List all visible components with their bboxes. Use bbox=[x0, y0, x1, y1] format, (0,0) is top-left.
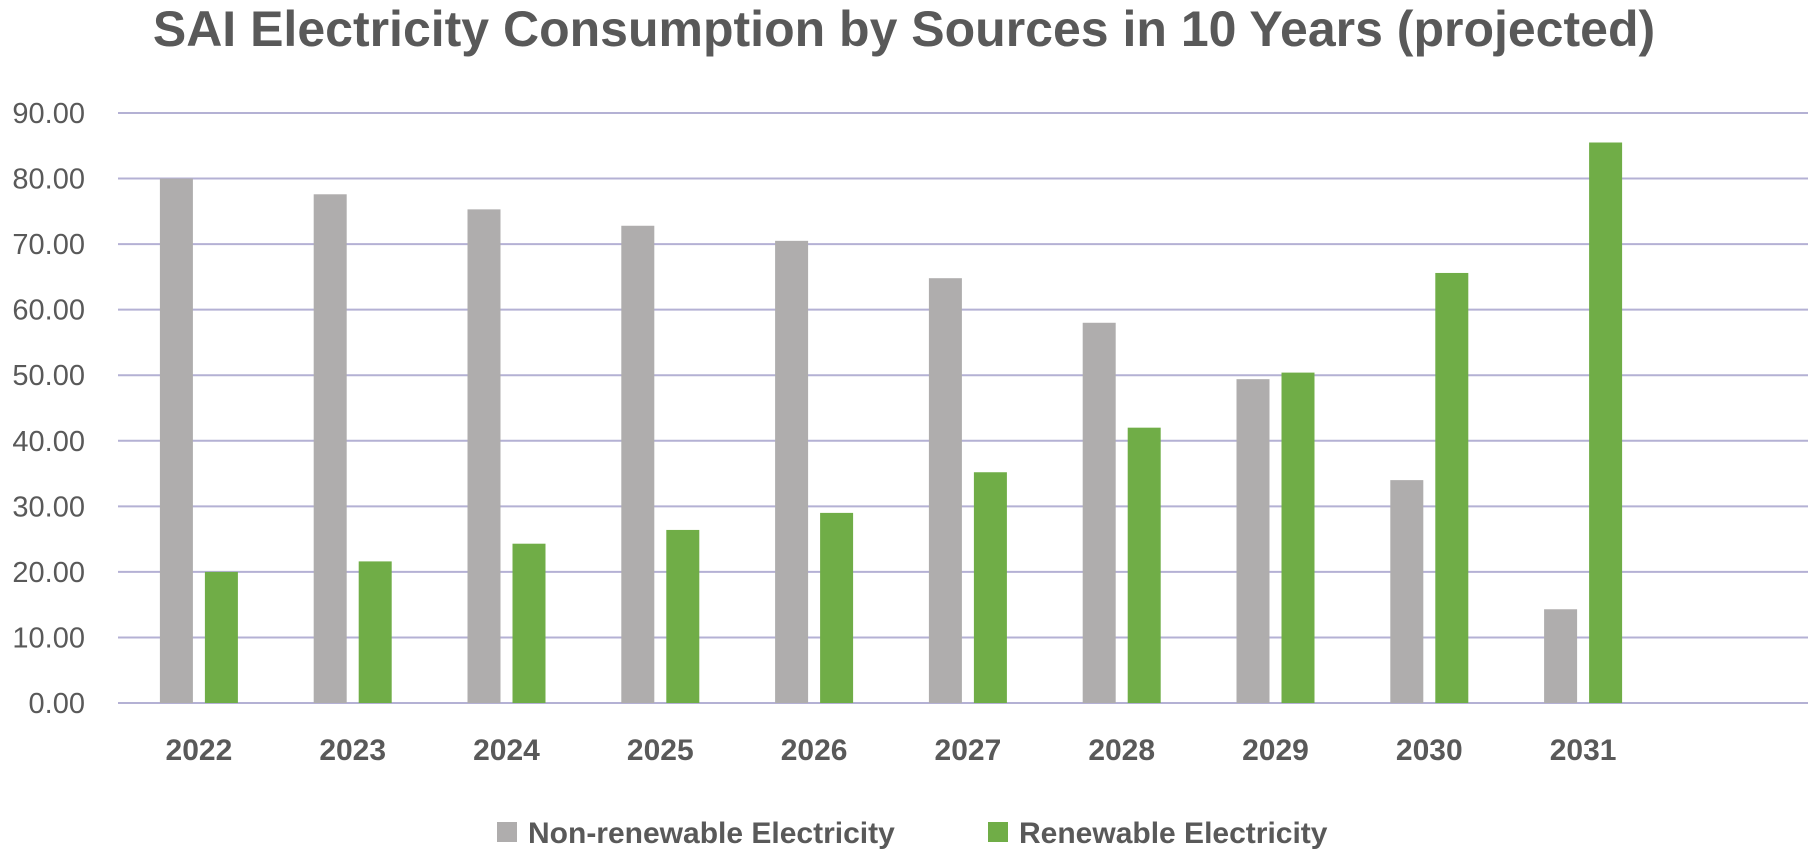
x-tick-label: 2028 bbox=[1088, 734, 1155, 767]
bar-non-renewable bbox=[1544, 609, 1578, 703]
bar-renewable bbox=[1435, 272, 1469, 703]
bar-non-renewable bbox=[928, 278, 962, 703]
bar-renewable bbox=[512, 543, 546, 703]
legend-label-renewable: Renewable Electricity bbox=[1019, 817, 1328, 850]
x-tick-label: 2031 bbox=[1550, 734, 1617, 767]
x-tick-label: 2029 bbox=[1242, 734, 1309, 767]
y-tick-label: 70.00 bbox=[12, 229, 85, 261]
y-tick-label: 30.00 bbox=[12, 491, 85, 523]
bar-renewable bbox=[820, 512, 854, 703]
bar-non-renewable bbox=[1082, 322, 1116, 703]
chart-title: SAI Electricity Consumption by Sources i… bbox=[153, 1, 1655, 57]
bar-non-renewable bbox=[467, 209, 501, 703]
y-tick-label: 90.00 bbox=[12, 98, 85, 130]
legend: Non-renewable Electricity Renewable Elect… bbox=[497, 817, 1328, 850]
bar-renewable bbox=[973, 472, 1007, 703]
bar-non-renewable bbox=[313, 194, 347, 704]
y-tick-label: 20.00 bbox=[12, 557, 85, 589]
x-tick-label: 2023 bbox=[319, 734, 386, 767]
x-tick-label: 2022 bbox=[166, 734, 233, 767]
legend-swatch-non-renewable bbox=[497, 822, 517, 842]
legend-swatch-renewable bbox=[988, 822, 1008, 842]
y-tick-label: 50.00 bbox=[12, 360, 85, 392]
y-tick-label: 60.00 bbox=[12, 295, 85, 327]
bar-non-renewable bbox=[159, 178, 193, 704]
y-tick-label: 80.00 bbox=[12, 164, 85, 196]
bar-renewable bbox=[358, 561, 392, 703]
bars bbox=[159, 142, 1623, 704]
bar-renewable bbox=[204, 571, 238, 703]
x-tick-label: 2025 bbox=[627, 734, 694, 767]
x-tick-label: 2030 bbox=[1396, 734, 1463, 767]
y-tick-label: 10.00 bbox=[12, 622, 85, 654]
bar-renewable bbox=[1281, 372, 1315, 703]
legend-label-non-renewable: Non-renewable Electricity bbox=[528, 817, 895, 850]
x-axis-ticks: 2022 2023 2024 2025 2026 2027 2028 2029 2030 2031 bbox=[166, 734, 1617, 767]
bar-renewable bbox=[1589, 142, 1623, 703]
x-tick-label: 2027 bbox=[935, 734, 1002, 767]
bar-non-renewable bbox=[621, 225, 655, 703]
bar-non-renewable bbox=[1236, 379, 1270, 703]
y-tick-label: 0.00 bbox=[29, 688, 85, 720]
y-tick-label: 40.00 bbox=[12, 426, 85, 458]
y-axis-ticks: 0.00 10.00 20.00 30.00 40.00 50.00 60.00 70.00 8… bbox=[12, 98, 85, 720]
bar-renewable bbox=[1127, 427, 1161, 703]
bar-renewable bbox=[666, 529, 700, 703]
x-tick-label: 2026 bbox=[781, 734, 848, 767]
x-tick-label: 2024 bbox=[473, 734, 540, 767]
gridlines bbox=[118, 112, 1808, 704]
bar-non-renewable bbox=[1390, 480, 1424, 703]
bar-non-renewable bbox=[775, 240, 809, 704]
